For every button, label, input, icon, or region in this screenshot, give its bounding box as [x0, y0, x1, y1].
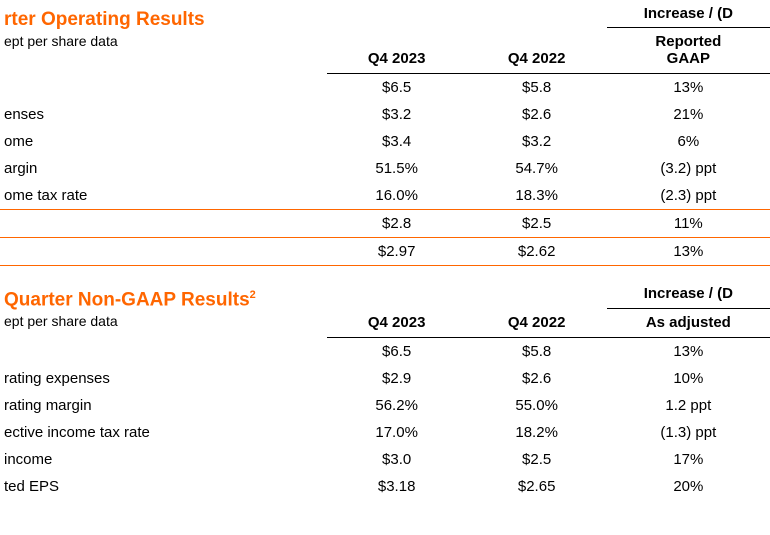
non-gaap-results-section: Quarter Non-GAAP Results2 ept per share … [0, 280, 770, 501]
operating-results-table: rter Operating Results ept per share dat… [0, 0, 770, 266]
table-row: ome tax rate 16.0% 18.3% (2.3) ppt [0, 182, 770, 210]
table-row: $6.5 $5.8 13% [0, 338, 770, 366]
table-row: $6.5 $5.8 13% [0, 73, 770, 101]
table1-title: rter Operating Results [4, 5, 323, 33]
increase-header: Increase / (D [607, 0, 770, 28]
table-row: ted EPS $3.18 $2.65 20% [0, 473, 770, 500]
table-row: income $3.0 $2.5 17% [0, 446, 770, 473]
non-gaap-results-table: Quarter Non-GAAP Results2 ept per share … [0, 280, 770, 501]
col-q4-2022: Q4 2022 [467, 28, 607, 74]
table-row: ective income tax rate 17.0% 18.2% (1.3)… [0, 419, 770, 446]
table-row: argin 51.5% 54.7% (3.2) ppt [0, 155, 770, 182]
table2-subtitle: ept per share data [4, 313, 323, 333]
increase-header: Increase / (D [607, 280, 770, 309]
table1-subtitle: ept per share data [4, 33, 323, 53]
col-reported-gaap: Reported GAAP [607, 28, 770, 74]
col-q4-2022: Q4 2022 [467, 308, 607, 338]
col-as-adjusted: As adjusted [607, 308, 770, 338]
table-row: rating expenses $2.9 $2.6 10% [0, 365, 770, 392]
operating-results-section: rter Operating Results ept per share dat… [0, 0, 770, 266]
table-row: enses $3.2 $2.6 21% [0, 101, 770, 128]
table2-title: Quarter Non-GAAP Results2 [4, 285, 323, 313]
table-row: $2.97 $2.62 13% [0, 237, 770, 265]
table-row: ome $3.4 $3.2 6% [0, 128, 770, 155]
col-q4-2023: Q4 2023 [327, 28, 467, 74]
table-row: rating margin 56.2% 55.0% 1.2 ppt [0, 392, 770, 419]
table-row: $2.8 $2.5 11% [0, 209, 770, 237]
col-q4-2023: Q4 2023 [327, 308, 467, 338]
